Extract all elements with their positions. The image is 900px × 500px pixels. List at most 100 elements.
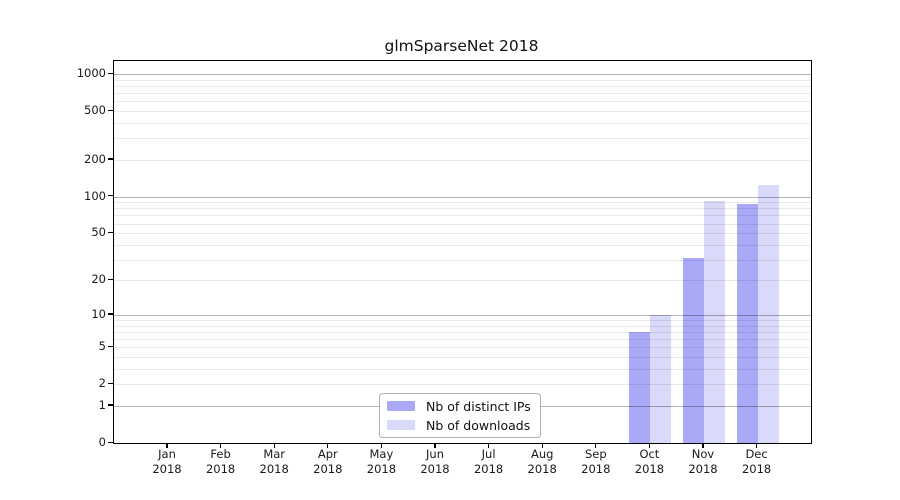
x-tick-label: Mar 2018: [242, 447, 306, 477]
y-tick-mark: [108, 72, 113, 74]
y-tick-mark: [108, 231, 113, 233]
y-gridline-minor: [114, 339, 811, 341]
bar-distinct-ips: [736, 203, 758, 443]
bar-downloads: [704, 201, 725, 443]
legend-swatch-distinct-ips: [387, 401, 415, 411]
x-tick-label: Feb 2018: [189, 447, 253, 477]
legend-swatch-downloads: [387, 420, 415, 430]
x-tick-mark: [380, 443, 382, 448]
y-tick-mark: [108, 404, 113, 406]
y-tick-label: 5: [98, 339, 106, 354]
x-tick-label: Apr 2018: [296, 447, 360, 477]
y-gridline-minor: [114, 331, 811, 333]
y-tick-mark: [108, 195, 113, 197]
y-gridline-minor: [114, 159, 811, 161]
y-gridline-minor: [114, 208, 811, 210]
x-tick-label: Jan 2018: [135, 447, 199, 477]
x-tick-mark: [648, 443, 650, 448]
y-tick-mark: [108, 109, 113, 111]
y-gridline-minor: [114, 384, 811, 386]
plot-area: [113, 60, 812, 444]
y-tick-mark: [108, 382, 113, 385]
y-gridline-minor: [114, 138, 811, 140]
chart-title: glmSparseNet 2018: [384, 37, 539, 55]
y-tick-label: 20: [91, 272, 106, 287]
y-gridline-minor: [114, 111, 811, 113]
y-gridline-minor: [114, 202, 811, 204]
y-gridline-minor: [114, 259, 811, 261]
bar-downloads: [757, 184, 779, 443]
y-tick-mark: [108, 313, 113, 315]
x-tick-mark: [756, 443, 758, 448]
y-gridline-minor: [114, 320, 811, 322]
x-tick-mark: [488, 443, 490, 448]
x-tick-mark: [220, 443, 222, 448]
y-gridline-minor: [114, 223, 811, 225]
y-tick-label: 200: [84, 151, 106, 166]
x-tick-label: Nov 2018: [671, 447, 735, 477]
y-gridline-minor: [114, 101, 811, 103]
y-gridline-minor: [114, 215, 811, 217]
y-tick-label: 0: [98, 435, 106, 449]
y-tick-label: 500: [84, 103, 106, 118]
x-tick-label: May 2018: [349, 447, 413, 477]
y-gridline-minor: [114, 93, 811, 95]
x-tick-label-year: 2018: [205, 462, 236, 477]
bar-downloads: [650, 314, 672, 443]
x-tick-mark: [166, 443, 168, 448]
y-tick-mark: [108, 441, 113, 443]
x-tick-label-year: 2018: [634, 462, 665, 477]
y-tick-label: 1000: [76, 66, 106, 81]
legend-label-distinct-ips: Nb of distinct IPs: [426, 398, 531, 414]
x-tick-label: Oct 2018: [617, 447, 681, 477]
x-tick-label-year: 2018: [473, 462, 504, 477]
y-tick-mark: [108, 278, 113, 281]
y-gridline-minor: [114, 347, 811, 349]
bar-distinct-ips: [629, 331, 651, 443]
y-gridline-minor: [114, 244, 811, 246]
x-tick-mark: [434, 443, 436, 448]
x-tick-label-year: 2018: [420, 462, 450, 477]
x-tick-label-year: 2018: [688, 462, 718, 477]
y-tick-label: 100: [84, 188, 106, 203]
y-gridline-major: [114, 314, 811, 317]
legend-item-downloads: Nb of downloads: [387, 418, 533, 433]
y-tick-mark: [108, 158, 113, 160]
y-tick-mark: [108, 345, 113, 348]
y-tick-label: 1: [98, 397, 106, 412]
y-gridline-major: [114, 196, 811, 198]
x-tick-mark: [541, 443, 543, 448]
x-tick-label: Aug 2018: [510, 447, 574, 477]
legend-label-downloads: Nb of downloads: [426, 417, 531, 433]
y-gridline-minor: [114, 123, 811, 125]
x-tick-label: Jul 2018: [457, 447, 521, 477]
legend: Nb of distinct IPs Nb of downloads: [379, 393, 541, 438]
y-tick-label: 2: [98, 376, 106, 391]
y-gridline-minor: [114, 79, 811, 81]
x-tick-label: Dec 2018: [725, 447, 789, 477]
x-tick-label-year: 2018: [741, 462, 772, 477]
y-gridline-minor: [114, 280, 811, 282]
y-gridline-minor: [114, 368, 811, 370]
x-tick-mark: [595, 443, 597, 448]
x-tick-mark: [702, 443, 704, 448]
x-tick-label: Sep 2018: [564, 447, 628, 477]
x-tick-label-year: 2018: [527, 462, 557, 477]
x-tick-label-year: 2018: [259, 462, 289, 477]
y-tick-label: 10: [91, 306, 106, 321]
x-tick-mark: [273, 443, 275, 448]
x-tick-mark: [327, 443, 329, 448]
bar-distinct-ips: [683, 257, 704, 443]
y-gridline-minor: [114, 86, 811, 88]
y-gridline-minor: [114, 357, 811, 359]
y-tick-label: 50: [91, 225, 106, 240]
x-tick-label-year: 2018: [581, 462, 611, 477]
legend-item-distinct-ips: Nb of distinct IPs: [387, 399, 533, 414]
x-tick-label: Jun 2018: [403, 447, 467, 477]
x-tick-label-year: 2018: [366, 462, 397, 477]
y-gridline-minor: [114, 233, 811, 235]
y-gridline-minor: [114, 325, 811, 327]
y-gridline-major: [114, 74, 811, 76]
x-tick-label-year: 2018: [152, 462, 182, 477]
